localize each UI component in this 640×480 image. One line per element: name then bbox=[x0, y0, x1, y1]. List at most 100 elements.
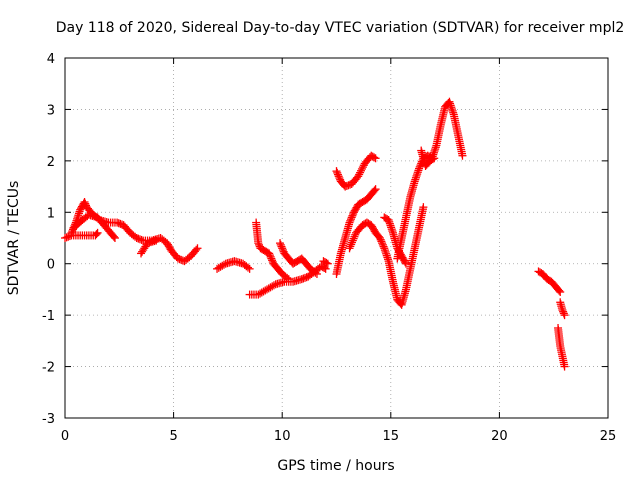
data-point bbox=[401, 258, 410, 267]
data-point bbox=[80, 198, 89, 206]
data-point bbox=[558, 306, 567, 314]
y-tick-label: 2 bbox=[47, 155, 55, 170]
data-point bbox=[370, 186, 379, 195]
data-point bbox=[67, 228, 76, 237]
data-point bbox=[323, 259, 332, 268]
data-point bbox=[219, 260, 228, 269]
data-point bbox=[283, 273, 292, 282]
data-point bbox=[267, 254, 276, 263]
data-point bbox=[320, 264, 329, 272]
data-point bbox=[311, 268, 320, 277]
x-axis-title: GPS time / hours bbox=[277, 458, 394, 474]
data-point bbox=[345, 218, 354, 227]
data-point bbox=[458, 151, 467, 160]
data-point bbox=[348, 236, 357, 245]
data-point bbox=[192, 245, 201, 254]
data-point bbox=[245, 264, 254, 273]
data-point bbox=[371, 154, 380, 163]
data-point bbox=[348, 211, 357, 220]
x-tick-label: 10 bbox=[274, 429, 291, 444]
data-point bbox=[345, 244, 354, 253]
data-point bbox=[371, 185, 380, 194]
data-point bbox=[357, 164, 366, 173]
y-tick-label: 0 bbox=[47, 258, 55, 273]
y-tick-label: 4 bbox=[47, 52, 55, 67]
data-point bbox=[332, 167, 341, 176]
data-point bbox=[265, 251, 274, 260]
grid-lines bbox=[65, 58, 608, 418]
data-point bbox=[357, 166, 366, 175]
x-tick-label: 15 bbox=[383, 429, 400, 444]
data-point bbox=[349, 234, 358, 243]
x-tick-label: 25 bbox=[600, 429, 617, 444]
data-point bbox=[402, 259, 411, 268]
x-tick-label: 5 bbox=[169, 429, 177, 444]
data-point bbox=[268, 256, 277, 265]
data-point bbox=[278, 244, 287, 253]
data-point bbox=[560, 311, 569, 320]
axis-ticks: 0 5 10 15 20 25 -3 -2 -1 0 1 2 3 4 bbox=[42, 52, 616, 444]
data-point bbox=[346, 242, 355, 251]
data-point bbox=[276, 240, 285, 249]
data-point bbox=[243, 263, 252, 272]
data-point bbox=[430, 154, 439, 163]
y-tick-label: -3 bbox=[42, 412, 55, 427]
data-point bbox=[193, 244, 202, 253]
plot-frame bbox=[64, 57, 609, 419]
data-point bbox=[322, 258, 331, 267]
data-point bbox=[265, 249, 274, 258]
data-point bbox=[321, 264, 330, 273]
data-point bbox=[109, 232, 118, 241]
y-tick-label: -1 bbox=[42, 309, 55, 324]
data-point bbox=[378, 239, 387, 248]
data-point bbox=[355, 170, 364, 179]
data-point bbox=[379, 242, 388, 251]
data-point bbox=[347, 240, 356, 249]
data-points bbox=[61, 97, 569, 371]
chart-title: Day 118 of 2020, Sidereal Day-to-day VTE… bbox=[56, 20, 625, 36]
data-point bbox=[346, 215, 355, 224]
data-point bbox=[415, 164, 424, 173]
data-point bbox=[560, 362, 569, 371]
data-point bbox=[347, 238, 356, 247]
data-point bbox=[350, 232, 359, 241]
y-tick-label: -2 bbox=[42, 361, 55, 376]
data-point bbox=[312, 270, 321, 278]
data-point bbox=[375, 234, 384, 242]
data-point bbox=[377, 237, 386, 246]
x-tick-label: 20 bbox=[491, 429, 508, 444]
data-point bbox=[419, 203, 428, 212]
data-point bbox=[152, 236, 161, 245]
data-point bbox=[555, 286, 564, 295]
data-point bbox=[277, 242, 286, 251]
data-point bbox=[276, 239, 285, 248]
data-point bbox=[370, 153, 379, 162]
data-point bbox=[376, 235, 385, 244]
data-point bbox=[556, 288, 565, 296]
data-point bbox=[428, 155, 437, 164]
data-point bbox=[334, 172, 343, 181]
data-point bbox=[559, 309, 568, 318]
data-point bbox=[81, 199, 90, 208]
x-tick-label: 0 bbox=[61, 429, 69, 444]
data-point bbox=[347, 213, 356, 222]
data-point bbox=[92, 230, 101, 239]
y-tick-label: 1 bbox=[47, 206, 55, 221]
data-point bbox=[346, 216, 355, 225]
y-axis-title: SDTVAR / TECUs bbox=[6, 181, 22, 296]
data-point bbox=[333, 168, 342, 177]
data-point bbox=[559, 307, 568, 316]
data-point bbox=[335, 174, 344, 182]
data-point bbox=[356, 168, 365, 177]
data-point bbox=[415, 162, 424, 171]
data-point bbox=[255, 240, 264, 249]
data-point bbox=[333, 170, 342, 179]
data-point bbox=[93, 228, 102, 237]
data-point bbox=[266, 252, 275, 261]
y-tick-label: 3 bbox=[47, 103, 55, 118]
data-point bbox=[269, 281, 278, 290]
data-point bbox=[254, 239, 263, 248]
data-point bbox=[284, 275, 293, 284]
data-point bbox=[110, 234, 119, 242]
